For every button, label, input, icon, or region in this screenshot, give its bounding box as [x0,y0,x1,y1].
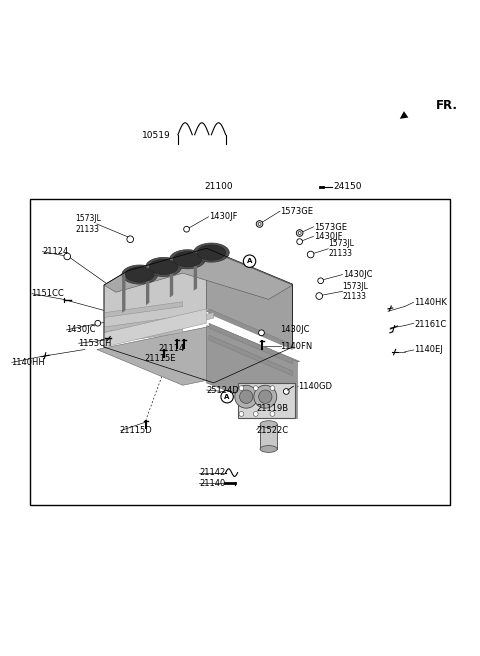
Polygon shape [206,325,297,419]
Text: 1140FN: 1140FN [281,342,313,351]
Circle shape [64,253,71,260]
Polygon shape [104,302,183,318]
Text: 21124: 21124 [42,247,68,256]
Text: 1140HK: 1140HK [414,298,447,307]
Polygon shape [104,249,292,299]
Text: 1140GD: 1140GD [298,382,332,391]
Text: 1140HH: 1140HH [11,358,45,367]
Text: 21114: 21114 [159,344,185,354]
Circle shape [270,411,275,417]
Bar [30,199,450,504]
Circle shape [307,251,314,258]
Text: 1573JL
21133: 1573JL 21133 [343,281,369,301]
Polygon shape [194,251,197,291]
Circle shape [259,330,264,336]
Circle shape [253,386,258,390]
Circle shape [296,230,303,236]
Circle shape [221,390,233,403]
Circle shape [298,232,301,234]
Text: 21161C: 21161C [414,319,446,329]
Ellipse shape [193,243,229,262]
Ellipse shape [146,257,181,276]
Text: 1430JC: 1430JC [66,325,96,335]
Polygon shape [97,325,300,385]
Ellipse shape [173,252,202,267]
Ellipse shape [260,420,277,428]
Polygon shape [104,328,183,344]
Circle shape [283,388,289,394]
Polygon shape [209,309,292,350]
Circle shape [318,278,324,283]
Circle shape [184,226,190,232]
Text: 24150: 24150 [333,182,361,192]
Bar [260,424,277,449]
Ellipse shape [169,250,205,269]
Text: 21142: 21142 [199,468,226,477]
Ellipse shape [149,259,178,275]
Polygon shape [144,325,161,335]
Text: 21140: 21140 [199,479,226,487]
Circle shape [239,411,244,417]
Circle shape [316,293,323,299]
Text: FR.: FR. [436,98,457,112]
Text: 1430JC: 1430JC [281,325,310,334]
Polygon shape [122,273,125,313]
Text: 1151CC: 1151CC [32,289,64,298]
Bar [238,382,295,419]
Text: 21100: 21100 [204,182,233,192]
Circle shape [253,411,258,417]
Polygon shape [209,323,292,364]
Circle shape [256,220,263,228]
Text: 1573GE: 1573GE [281,207,313,216]
Ellipse shape [122,265,157,284]
Circle shape [254,385,277,408]
Circle shape [270,386,275,390]
Circle shape [239,386,244,390]
Circle shape [240,390,253,403]
Circle shape [235,385,258,408]
Text: 21115E: 21115E [144,354,176,363]
Text: 1430JC: 1430JC [343,270,372,279]
Text: 1140EJ: 1140EJ [414,346,443,354]
Circle shape [297,239,302,245]
Text: A: A [225,394,230,400]
Text: 1573JL
21133: 1573JL 21133 [75,215,101,234]
Circle shape [243,255,256,268]
Text: 25124D: 25124D [206,386,240,396]
Circle shape [95,320,101,326]
Circle shape [127,236,133,243]
Text: 1430JF: 1430JF [314,232,342,241]
Polygon shape [170,258,173,297]
Circle shape [258,222,261,226]
Ellipse shape [125,267,154,282]
Polygon shape [104,316,183,332]
Circle shape [259,390,272,403]
Ellipse shape [197,245,226,260]
Text: A: A [247,258,252,264]
Ellipse shape [260,445,277,453]
Polygon shape [171,318,188,329]
Polygon shape [104,309,206,347]
Text: 1573JL
21133: 1573JL 21133 [328,239,354,258]
Text: 1153CH: 1153CH [78,338,111,348]
Polygon shape [206,249,292,347]
Polygon shape [118,331,135,341]
Polygon shape [209,335,292,376]
Polygon shape [146,266,149,305]
Text: 10519: 10519 [142,131,171,140]
Text: 21115D: 21115D [120,426,153,435]
Polygon shape [104,249,206,347]
Text: 21522C: 21522C [257,426,289,435]
Text: 1573GE: 1573GE [314,223,347,232]
Text: 1430JF: 1430JF [209,213,238,221]
Text: 21119B: 21119B [257,403,289,413]
Polygon shape [197,312,214,323]
